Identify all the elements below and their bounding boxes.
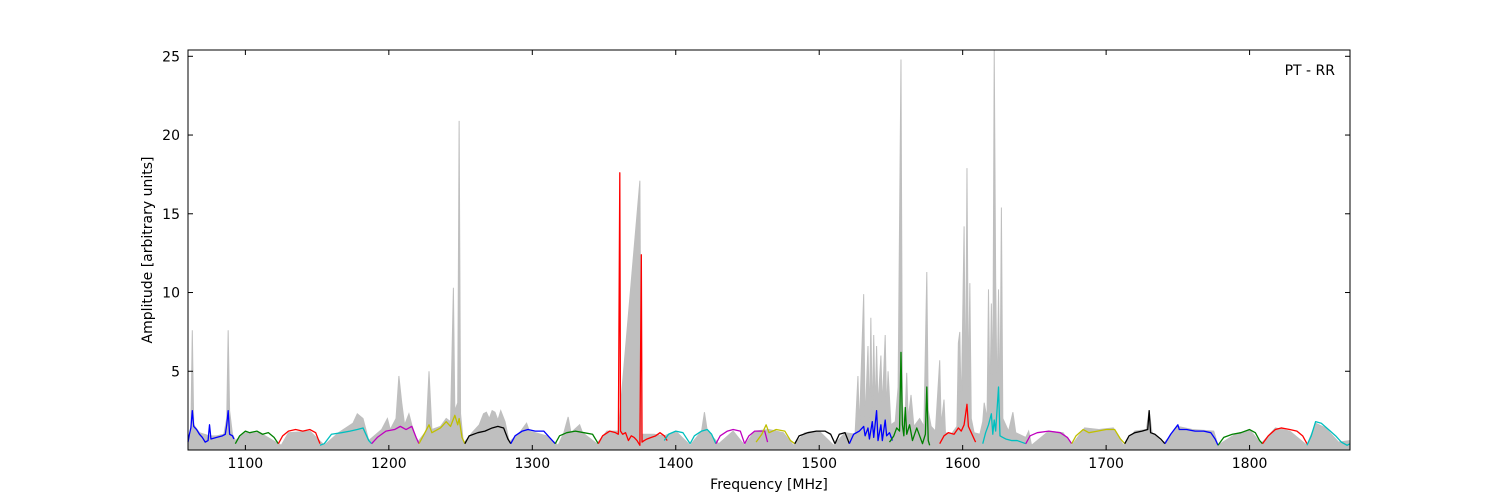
x-tick-label: 1200 [371, 456, 407, 472]
series-line-19 [888, 351, 931, 446]
panel-annotation: PT - RR [1285, 63, 1336, 79]
foreground-series [187, 172, 1351, 446]
x-tick-label: 1400 [658, 456, 694, 472]
x-axis-label: Frequency [MHz] [710, 477, 828, 493]
series-line-2 [234, 430, 279, 445]
series-line-18 [848, 409, 893, 444]
series-line-21 [982, 386, 1027, 445]
series-line-6 [418, 414, 466, 445]
series-line-8 [510, 428, 556, 445]
series-line-9 [554, 430, 599, 445]
plot-border [187, 49, 1351, 451]
series-line-11 [663, 430, 691, 445]
y-tick-label: 5 [171, 364, 180, 380]
series-line-22 [1025, 430, 1073, 445]
x-tick-label: 1800 [1232, 456, 1268, 472]
series-line-14 [744, 430, 769, 445]
y-tick-label: 10 [162, 286, 180, 302]
series-line-5 [371, 425, 420, 445]
background-series [187, 49, 1351, 451]
series-line-13 [715, 428, 746, 445]
series-line-27 [1261, 427, 1308, 445]
x-tick-label: 1100 [228, 456, 264, 472]
plot-background [188, 50, 1350, 450]
plot-frame [187, 49, 1351, 451]
series-line-10 [597, 172, 668, 446]
series-line-20 [939, 403, 977, 445]
y-tick-label: 20 [162, 128, 180, 144]
y-tick-label: 15 [162, 207, 180, 223]
series-line-23 [1071, 428, 1126, 445]
series-line-26 [1217, 428, 1263, 446]
series-line-25 [1164, 424, 1219, 446]
series-line-4 [319, 427, 373, 446]
series-line-17 [834, 432, 850, 444]
series-line-24 [1124, 409, 1166, 445]
y-axis-ticks: 5 10 15 20 25 [162, 49, 1350, 380]
background-series-fill [187, 49, 1351, 451]
x-tick-label: 1500 [801, 456, 837, 472]
x-tick-label: 1300 [514, 456, 550, 472]
x-tick-label: 1700 [1088, 456, 1124, 472]
y-axis-label: Amplitude [arbitrary units] [140, 157, 156, 344]
series-line-15 [755, 424, 796, 445]
x-axis-ticks: 1100 1200 1300 1400 1500 1600 1700 1800 [228, 50, 1268, 472]
x-tick-label: 1600 [945, 456, 981, 472]
y-tick-label: 25 [162, 49, 180, 65]
series-line-1 [187, 409, 235, 443]
series-line-16 [794, 430, 836, 445]
series-line-7 [464, 425, 512, 445]
series-line-28 [1306, 421, 1351, 446]
series-line-12 [689, 428, 717, 445]
plot-area [188, 50, 1350, 450]
series-line-3 [277, 428, 321, 445]
